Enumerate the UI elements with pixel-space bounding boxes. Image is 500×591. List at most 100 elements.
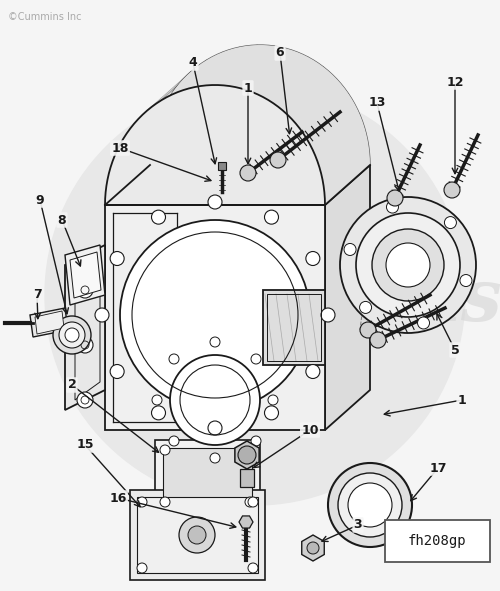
Circle shape [210, 337, 220, 347]
Text: 16: 16 [110, 492, 126, 505]
Circle shape [370, 332, 386, 348]
Circle shape [240, 165, 256, 181]
Bar [163, 448, 252, 504]
Text: 18: 18 [112, 141, 128, 154]
Circle shape [120, 220, 310, 410]
Text: ©Cummins Inc: ©Cummins Inc [8, 12, 82, 22]
Polygon shape [235, 441, 259, 469]
Text: 1: 1 [244, 82, 252, 95]
Text: Cummins: Cummins [118, 265, 500, 336]
Circle shape [110, 365, 124, 378]
Circle shape [268, 395, 278, 405]
Circle shape [59, 322, 85, 348]
Circle shape [264, 406, 278, 420]
Circle shape [77, 337, 93, 353]
Circle shape [179, 517, 215, 553]
Polygon shape [65, 245, 105, 305]
Circle shape [360, 301, 372, 313]
Circle shape [338, 473, 402, 537]
Circle shape [245, 445, 255, 455]
Text: 12: 12 [446, 76, 464, 89]
Circle shape [340, 197, 476, 333]
Text: 5: 5 [450, 343, 460, 356]
Circle shape [208, 195, 222, 209]
Circle shape [418, 317, 430, 329]
Circle shape [152, 210, 166, 224]
Circle shape [251, 354, 261, 364]
Circle shape [248, 497, 258, 507]
Circle shape [264, 210, 278, 224]
Polygon shape [325, 165, 370, 430]
Circle shape [245, 497, 255, 507]
Circle shape [137, 497, 147, 507]
Polygon shape [105, 85, 325, 205]
Bar [267, 294, 321, 361]
Circle shape [53, 316, 91, 354]
Circle shape [306, 365, 320, 378]
Bar [263, 290, 325, 365]
Circle shape [444, 182, 460, 198]
Text: 6: 6 [276, 47, 284, 60]
Circle shape [152, 395, 162, 405]
Circle shape [137, 563, 147, 573]
Circle shape [321, 308, 335, 322]
Text: 13: 13 [368, 96, 386, 109]
Text: 1: 1 [458, 394, 466, 407]
Circle shape [210, 453, 220, 463]
Circle shape [386, 201, 398, 213]
Circle shape [152, 406, 166, 420]
Circle shape [160, 445, 170, 455]
Bar [137, 497, 258, 573]
Circle shape [306, 252, 320, 265]
Circle shape [45, 85, 465, 505]
Text: 3: 3 [354, 518, 362, 531]
Polygon shape [105, 165, 370, 205]
Polygon shape [70, 252, 101, 298]
Circle shape [238, 446, 256, 464]
Circle shape [65, 328, 79, 342]
Text: 4: 4 [188, 57, 198, 70]
Circle shape [95, 308, 109, 322]
Circle shape [328, 463, 412, 547]
Circle shape [248, 563, 258, 573]
Text: 17: 17 [429, 462, 447, 475]
Circle shape [444, 216, 456, 229]
Bar [240, 469, 254, 487]
Circle shape [169, 354, 179, 364]
Circle shape [169, 436, 179, 446]
Circle shape [307, 542, 319, 554]
Text: 9: 9 [36, 193, 44, 206]
Circle shape [386, 243, 430, 287]
Circle shape [160, 497, 170, 507]
Circle shape [356, 213, 460, 317]
Circle shape [387, 190, 403, 206]
Polygon shape [65, 245, 105, 410]
Circle shape [348, 483, 392, 527]
Polygon shape [105, 205, 325, 430]
Bar [130, 490, 265, 580]
Circle shape [208, 421, 222, 435]
Circle shape [188, 526, 206, 544]
Text: 2: 2 [68, 378, 76, 391]
Text: 15: 15 [76, 439, 94, 452]
Polygon shape [105, 45, 370, 205]
Circle shape [110, 252, 124, 265]
Polygon shape [35, 311, 64, 334]
Polygon shape [30, 308, 68, 337]
Circle shape [270, 152, 286, 168]
Text: 8: 8 [58, 213, 66, 226]
Circle shape [360, 322, 376, 338]
Circle shape [251, 436, 261, 446]
Text: fh208gp: fh208gp [408, 534, 467, 548]
Text: 7: 7 [32, 288, 42, 301]
Circle shape [344, 243, 356, 255]
Bar [218, 162, 226, 170]
Circle shape [77, 282, 93, 298]
Polygon shape [239, 516, 253, 528]
Circle shape [77, 392, 93, 408]
Circle shape [372, 229, 444, 301]
Polygon shape [302, 535, 324, 561]
Bar [155, 440, 260, 512]
Circle shape [170, 355, 260, 445]
Circle shape [460, 275, 472, 287]
